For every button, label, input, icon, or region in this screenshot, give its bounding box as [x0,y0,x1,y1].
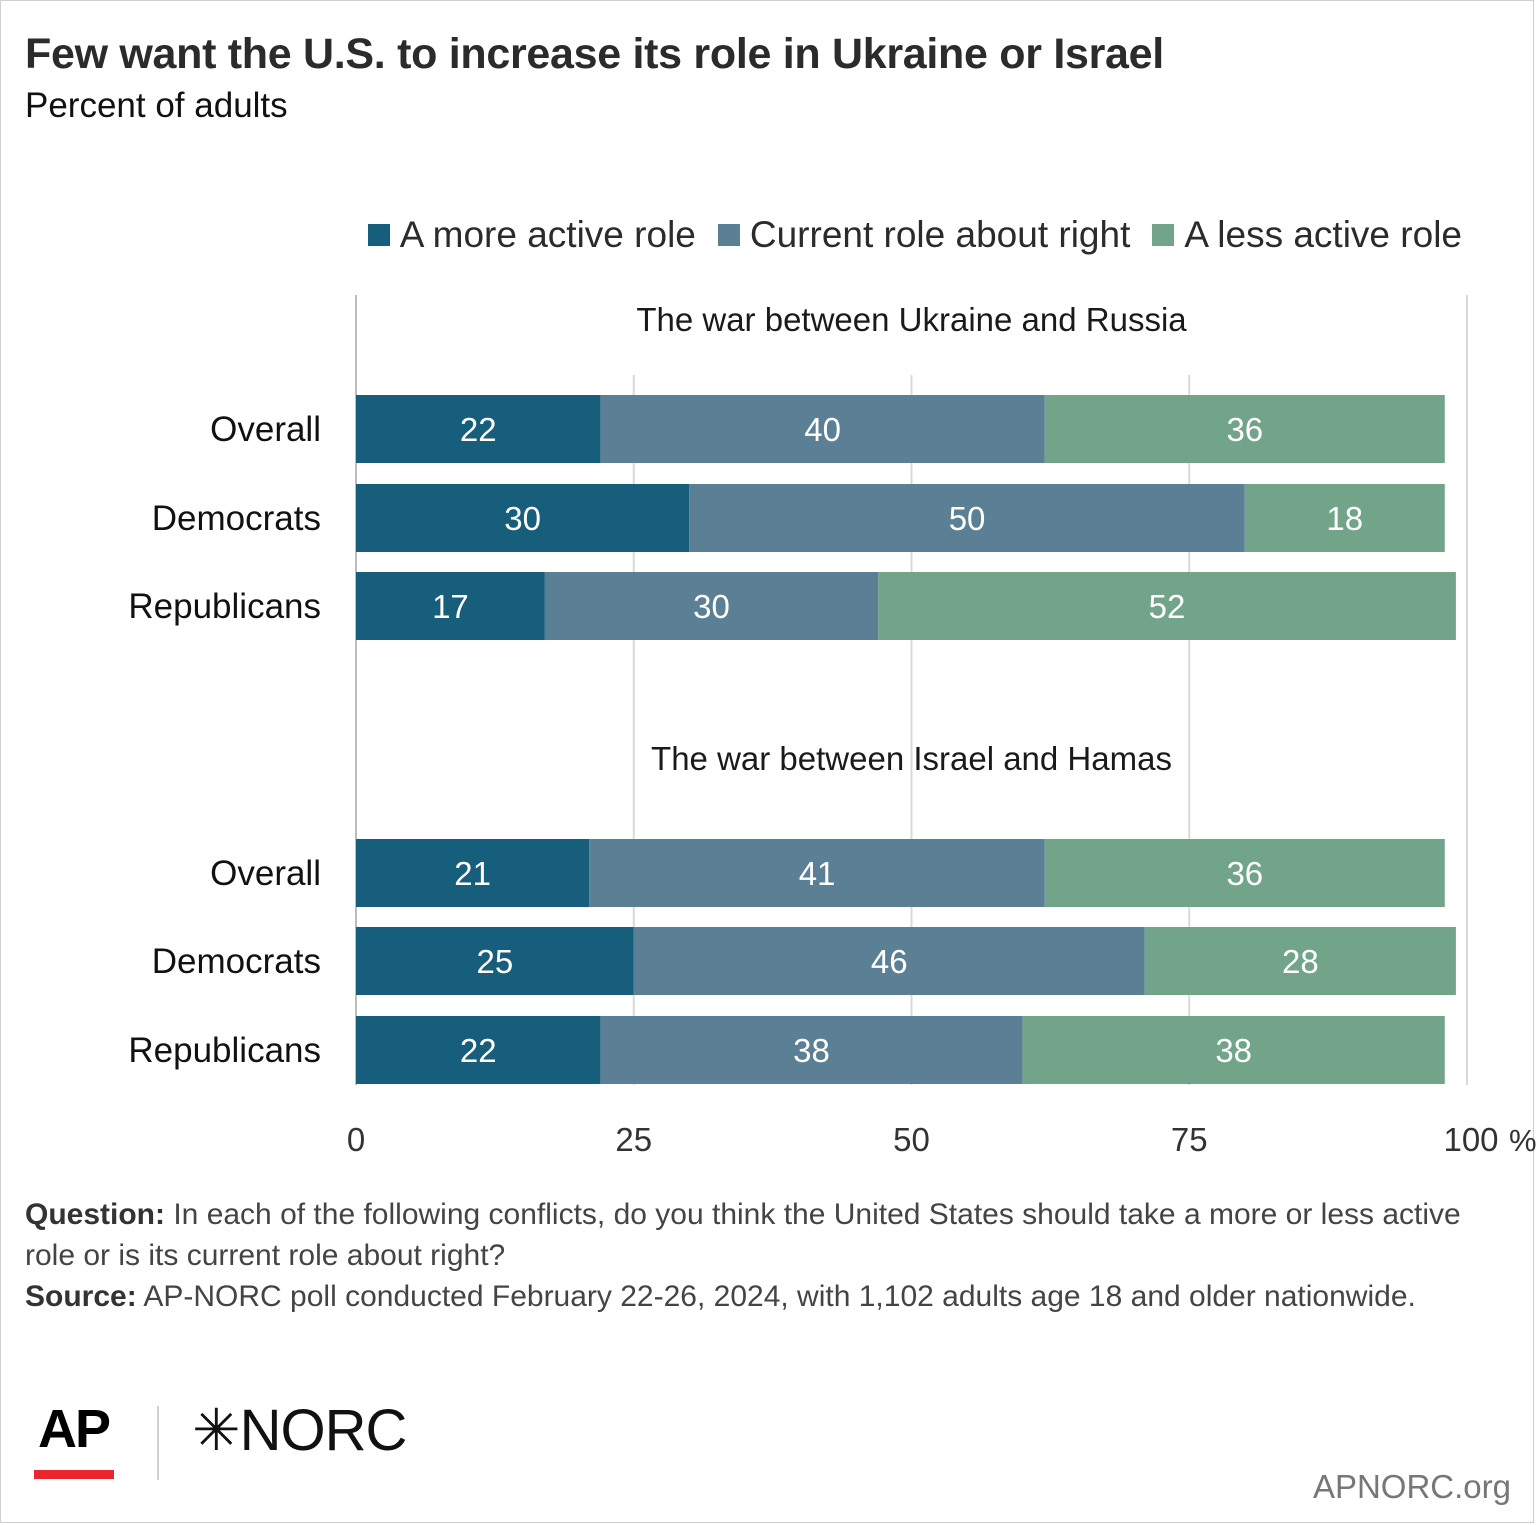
question-note: Question: In each of the following confl… [25,1194,1505,1276]
bar-segment [544,572,879,640]
data-label: 18 [1326,500,1363,537]
chart-subtitle: Percent of adults [25,86,288,125]
bar-segment [589,839,1045,907]
data-label: 46 [871,943,908,980]
bar-segment [600,395,1045,463]
legend-swatch-current-role [717,224,740,246]
data-label: 52 [1149,588,1186,625]
x-tick-label: 25 [615,1121,652,1158]
stacked-bar-chart: The war between Ukraine and Russia Overal… [128,295,1536,1158]
bar-segment [356,839,590,907]
legend-swatch-less-active [1152,224,1175,246]
source-text: AP-NORC poll conducted February 22-26, 2… [136,1280,1416,1313]
question-label: Question: [25,1198,165,1231]
bar-segment [1044,839,1445,907]
data-label: 41 [799,855,836,892]
data-label: 30 [504,500,541,537]
bar-segment [689,484,1245,552]
row-label: Overall [210,854,321,893]
bar-segment [356,484,690,552]
data-label: 21 [454,855,491,892]
row-label: Republicans [128,587,321,626]
ap-logo: AP [38,1399,111,1459]
x-tick-label: 75 [1171,1121,1208,1158]
x-tick-label: 50 [893,1121,930,1158]
data-label: 38 [1215,1032,1252,1069]
data-label: 40 [804,411,841,448]
bar-segment [356,927,634,995]
data-label: 25 [477,943,514,980]
source-label: Source: [25,1280,137,1313]
legend: A more active role Current role about ri… [346,214,1462,256]
row-label: Democrats [152,499,321,538]
legend-item-less-active: A less active role [1152,214,1462,256]
chart-title: Few want the U.S. to increase its role i… [25,30,1164,78]
data-label: 22 [460,1032,497,1069]
data-label: 17 [432,588,469,625]
x-axis-unit: % [1509,1123,1536,1158]
bar-segment [356,572,545,640]
data-label: 50 [949,500,986,537]
legend-item-more-active: A more active role [367,214,696,256]
bar-segment [600,1016,1023,1084]
row-label: Democrats [152,942,321,981]
bar-segment [878,572,1456,640]
question-text: In each of the following conflicts, do y… [25,1198,1461,1272]
legend-label-less-active: A less active role [1184,214,1462,255]
norc-logo: ✳NORC [192,1398,407,1463]
logo-divider [157,1406,159,1480]
bar-segment [1244,484,1445,552]
data-label: 36 [1226,411,1263,448]
legend-swatch-more-active [367,224,390,246]
x-tick-label: 100 [1443,1121,1498,1158]
bar-segment [633,927,1145,995]
bar-segment [356,1016,601,1084]
ap-logo-underline [34,1470,114,1479]
x-tick-label: 0 [347,1121,365,1158]
bar-segment [1144,927,1456,995]
source-note: Source: AP-NORC poll conducted February … [25,1276,1505,1317]
data-label: 36 [1226,855,1263,892]
row-label: Republicans [128,1031,321,1070]
panel-title-2: The war between Israel and Hamas [651,740,1172,777]
legend-label-more-active: A more active role [399,214,696,255]
row-label: Overall [210,410,321,449]
bar-segment [1022,1016,1445,1084]
data-label: 38 [793,1032,830,1069]
legend-item-current-role: Current role about right [717,214,1131,256]
panel-title-1: The war between Ukraine and Russia [636,301,1187,338]
site-link[interactable]: APNORC.org [1312,1468,1511,1505]
bar-segment [356,395,601,463]
data-label: 22 [460,411,497,448]
data-label: 28 [1282,943,1319,980]
chart-notes: Question: In each of the following confl… [25,1194,1505,1317]
data-label: 30 [693,588,730,625]
bar-segment [1044,395,1445,463]
legend-label-current-role: Current role about right [749,214,1131,255]
